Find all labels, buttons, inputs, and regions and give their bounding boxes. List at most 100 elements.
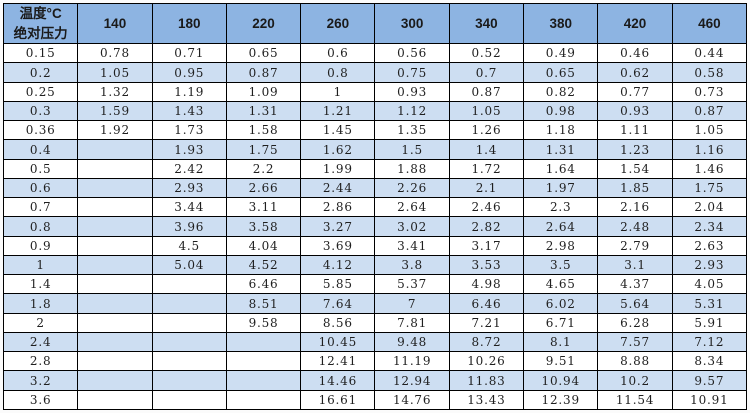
table-cell bbox=[77, 370, 153, 391]
table-row: 3.6 16.61 14.76 13.43 12.39 11.54 10.91 bbox=[2, 389, 748, 411]
column-header: 260 bbox=[300, 2, 376, 45]
table-row: 0.6 2.93 2.66 2.44 2.26 2.1 1.97 1.85 1.75 bbox=[2, 177, 748, 199]
table-cell: 9.51 bbox=[523, 351, 599, 372]
table-cell bbox=[77, 158, 153, 179]
table-row: 0.36 1.92 1.73 1.58 1.45 1.35 1.26 1.18 1.11 1.05 bbox=[2, 120, 748, 141]
table-cell: 1.62 bbox=[300, 139, 376, 160]
column-header: 340 bbox=[448, 2, 525, 45]
table-cell: 8.72 bbox=[448, 331, 525, 353]
table-cell: 7.21 bbox=[448, 312, 525, 333]
table-cell: 0.78 bbox=[77, 43, 153, 64]
corner-label-pressure: 绝对压力 bbox=[13, 25, 68, 41]
table-cell: 1.85 bbox=[597, 177, 673, 199]
table-cell: 2.04 bbox=[671, 197, 748, 218]
table-cell: 0.93 bbox=[597, 100, 673, 122]
table-cell: 1.23 bbox=[597, 139, 673, 160]
table-cell: 0.73 bbox=[671, 81, 748, 102]
table-row: 3.2 14.46 12.94 11.83 10.94 10.2 9.57 bbox=[2, 370, 748, 391]
row-header-cell: 0.6 bbox=[2, 177, 79, 199]
table-cell: 1.73 bbox=[151, 120, 227, 141]
table-cell bbox=[151, 331, 227, 353]
row-header-cell: 2.8 bbox=[2, 351, 79, 372]
column-header: 300 bbox=[374, 2, 450, 45]
table-cell: 5.91 bbox=[671, 312, 748, 333]
table-cell: 1.75 bbox=[671, 177, 748, 199]
table-cell: 0.71 bbox=[151, 43, 227, 64]
table-cell: 1.58 bbox=[225, 120, 302, 141]
row-header-cell: 2 bbox=[2, 312, 79, 333]
table-cell: 3.1 bbox=[597, 254, 673, 276]
table-cell: 3.02 bbox=[374, 216, 450, 237]
table-cell: 9.57 bbox=[671, 370, 748, 391]
table-cell: 2.66 bbox=[225, 177, 302, 199]
row-header-cell: 0.2 bbox=[2, 62, 79, 83]
table-cell: 0.6 bbox=[300, 43, 376, 64]
table-cell: 3.11 bbox=[225, 197, 302, 218]
table-cell: 0.56 bbox=[374, 43, 450, 64]
table-cell: 0.87 bbox=[225, 62, 302, 83]
table-cell: 2.93 bbox=[151, 177, 227, 199]
table-cell: 3.27 bbox=[300, 216, 376, 237]
table-cell: 5.85 bbox=[300, 274, 376, 295]
table-cell: 6.28 bbox=[597, 312, 673, 333]
table-cell: 8.56 bbox=[300, 312, 376, 333]
row-header-cell: 1.4 bbox=[2, 274, 79, 295]
table-cell: 6.46 bbox=[448, 293, 525, 314]
table-cell: 1.72 bbox=[448, 158, 525, 179]
table-cell: 2.42 bbox=[151, 158, 227, 179]
table-cell: 2.82 bbox=[448, 216, 525, 237]
corner-header-cell: 温度°C 绝对压力 bbox=[2, 2, 79, 45]
table-cell: 0.65 bbox=[225, 43, 302, 64]
table-cell bbox=[77, 293, 153, 314]
table-cell: 4.98 bbox=[448, 274, 525, 295]
table-row: 0.5 2.42 2.2 1.99 1.88 1.72 1.64 1.54 1.46 bbox=[2, 158, 748, 179]
table-cell: 3.8 bbox=[374, 254, 450, 276]
table-cell: 13.43 bbox=[448, 389, 525, 411]
table-cell bbox=[77, 351, 153, 372]
row-header-cell: 0.8 bbox=[2, 216, 79, 237]
table-cell: 6.02 bbox=[523, 293, 599, 314]
column-header: 140 bbox=[77, 2, 153, 45]
table-cell: 14.76 bbox=[374, 389, 450, 411]
table-cell: 1.75 bbox=[225, 139, 302, 160]
table-cell: 6.71 bbox=[523, 312, 599, 333]
table-cell: 4.05 bbox=[671, 274, 748, 295]
row-header-cell: 0.15 bbox=[2, 43, 79, 64]
table-cell: 1.19 bbox=[151, 81, 227, 102]
table-cell: 5.64 bbox=[597, 293, 673, 314]
table-cell: 0.58 bbox=[671, 62, 748, 83]
table-cell: 9.48 bbox=[374, 331, 450, 353]
table-cell bbox=[225, 331, 302, 353]
table-cell bbox=[77, 177, 153, 199]
row-header-cell: 3.6 bbox=[2, 389, 79, 411]
table-cell: 4.5 bbox=[151, 235, 227, 256]
table-cell bbox=[151, 389, 227, 411]
row-header-cell: 0.7 bbox=[2, 197, 79, 218]
table-cell: 1.43 bbox=[151, 100, 227, 122]
table-cell: 1.4 bbox=[448, 139, 525, 160]
table-cell: 3.53 bbox=[448, 254, 525, 276]
table-row: 2 9.58 8.56 7.81 7.21 6.71 6.28 5.91 bbox=[2, 312, 748, 333]
table-cell: 1 bbox=[300, 81, 376, 102]
row-header-cell: 2.4 bbox=[2, 331, 79, 353]
table-row: 2.8 12.41 11.19 10.26 9.51 8.88 8.34 bbox=[2, 351, 748, 372]
table-cell bbox=[77, 216, 153, 237]
table-body: 0.15 0.78 0.71 0.65 0.6 0.56 0.52 0.49 0.46 0.44 0… bbox=[2, 43, 748, 411]
row-header-cell: 0.5 bbox=[2, 158, 79, 179]
table-cell: 2.16 bbox=[597, 197, 673, 218]
table-cell: 3.96 bbox=[151, 216, 227, 237]
table-cell: 1.5 bbox=[374, 139, 450, 160]
table-cell: 8.51 bbox=[225, 293, 302, 314]
header-row: 温度°C 绝对压力 140 180 220 260 300 340 380 420 460 bbox=[2, 2, 748, 45]
table-cell: 11.54 bbox=[597, 389, 673, 411]
table-cell: 8.1 bbox=[523, 331, 599, 353]
table-cell: 3.17 bbox=[448, 235, 525, 256]
table-cell: 14.46 bbox=[300, 370, 376, 391]
table-row: 0.2 1.05 0.95 0.87 0.8 0.75 0.7 0.65 0.62 0.58 bbox=[2, 62, 748, 83]
table-cell bbox=[151, 370, 227, 391]
table-row: 0.15 0.78 0.71 0.65 0.6 0.56 0.52 0.49 0.46 0.44 bbox=[2, 43, 748, 64]
table-cell: 0.95 bbox=[151, 62, 227, 83]
column-header: 220 bbox=[225, 2, 302, 45]
table-cell: 12.94 bbox=[374, 370, 450, 391]
